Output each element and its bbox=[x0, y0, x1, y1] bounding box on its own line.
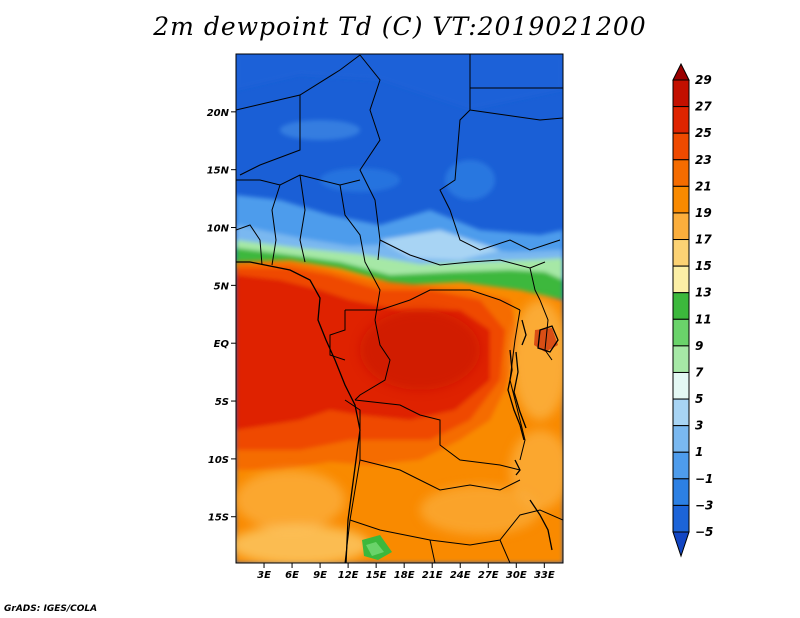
colorbar-segment bbox=[672, 265, 690, 294]
colorbar-segment bbox=[672, 292, 690, 320]
colorbar-segment bbox=[672, 106, 690, 134]
lon-tick-label: 3E bbox=[257, 570, 271, 581]
colorbar-label: 11 bbox=[695, 312, 712, 326]
colorbar-label: 17 bbox=[695, 233, 712, 247]
grads-credit: GrADS: IGES/COLA bbox=[4, 604, 98, 614]
lon-tick-label: 24E bbox=[450, 570, 471, 581]
colorbar-segment bbox=[672, 371, 690, 400]
colorbar-label: 25 bbox=[695, 126, 712, 140]
lat-tick-label: 10N bbox=[207, 224, 230, 235]
lat-tick-label: 10S bbox=[208, 455, 229, 466]
coastlines-and-lakes bbox=[236, 261, 559, 563]
colorbar-label: −1 bbox=[695, 472, 713, 486]
lat-tick-label: 15S bbox=[208, 513, 229, 524]
lat-tick-label: 15N bbox=[207, 166, 230, 177]
colorbar-segment bbox=[672, 425, 690, 453]
lat-tick-label: 5S bbox=[215, 397, 229, 408]
colorbar-label: 29 bbox=[695, 73, 712, 87]
lon-tick-label: 9E bbox=[313, 570, 327, 581]
colorbar-label: 13 bbox=[695, 286, 712, 300]
dewpoint-field bbox=[236, 54, 563, 563]
lon-tick-label: 30E bbox=[506, 570, 527, 581]
latitude-axis: 20N 15N 10N 5N EQ 5S 10S 15S bbox=[207, 108, 236, 524]
colorbar-segment bbox=[672, 132, 690, 161]
colorbar-segment bbox=[672, 79, 690, 108]
colorbar-segment bbox=[672, 478, 690, 506]
colorbar-segment bbox=[672, 212, 690, 241]
colorbar-top-arrow bbox=[672, 62, 690, 81]
colorbar-label: −5 bbox=[695, 525, 713, 539]
colorbar-bottom-arrow bbox=[672, 531, 690, 558]
colorbar-segment bbox=[672, 185, 690, 214]
colorbar-segment bbox=[672, 345, 690, 373]
lon-tick-label: 15E bbox=[366, 570, 387, 581]
colorbar-label: 3 bbox=[695, 419, 703, 433]
colorbar-label: 9 bbox=[695, 339, 703, 353]
lon-tick-label: 12E bbox=[338, 570, 359, 581]
colorbar: 29 27 25 23 21 19 17 15 13 11 9 7 5 3 1 −1 −3 −5 bbox=[672, 62, 713, 558]
colorbar-segment bbox=[672, 239, 690, 267]
lon-tick-label: 18E bbox=[394, 570, 415, 581]
lat-tick-label: 5N bbox=[214, 281, 230, 292]
lat-tick-label: EQ bbox=[214, 339, 230, 350]
colorbar-segment bbox=[672, 451, 690, 480]
lon-tick-label: 21E bbox=[422, 570, 443, 581]
country-borders bbox=[236, 54, 563, 563]
colorbar-label: 23 bbox=[695, 153, 712, 167]
chart-title: 2m dewpoint Td (C) VT:2019021200 bbox=[153, 12, 647, 41]
colorbar-label: 15 bbox=[695, 259, 712, 273]
lat-tick-label: 20N bbox=[207, 108, 230, 119]
colorbar-label: 27 bbox=[695, 100, 712, 114]
map-frame bbox=[235, 53, 564, 564]
colorbar-label: 5 bbox=[695, 392, 703, 406]
lon-tick-label: 6E bbox=[285, 570, 299, 581]
colorbar-label: 21 bbox=[695, 179, 712, 193]
colorbar-label: 19 bbox=[695, 206, 712, 220]
lon-tick-label: 33E bbox=[534, 570, 555, 581]
colorbar-segment bbox=[672, 159, 690, 187]
colorbar-label: −3 bbox=[695, 498, 713, 512]
colorbar-segment bbox=[672, 398, 690, 427]
colorbar-label: 7 bbox=[695, 365, 704, 379]
longitude-axis: 3E 6E 9E 12E 15E 18E 21E 24E 27E 30E 33E bbox=[257, 563, 555, 581]
colorbar-segment bbox=[672, 318, 690, 347]
lon-tick-label: 27E bbox=[478, 570, 499, 581]
colorbar-segment bbox=[672, 504, 690, 533]
colorbar-label: 1 bbox=[695, 445, 703, 459]
